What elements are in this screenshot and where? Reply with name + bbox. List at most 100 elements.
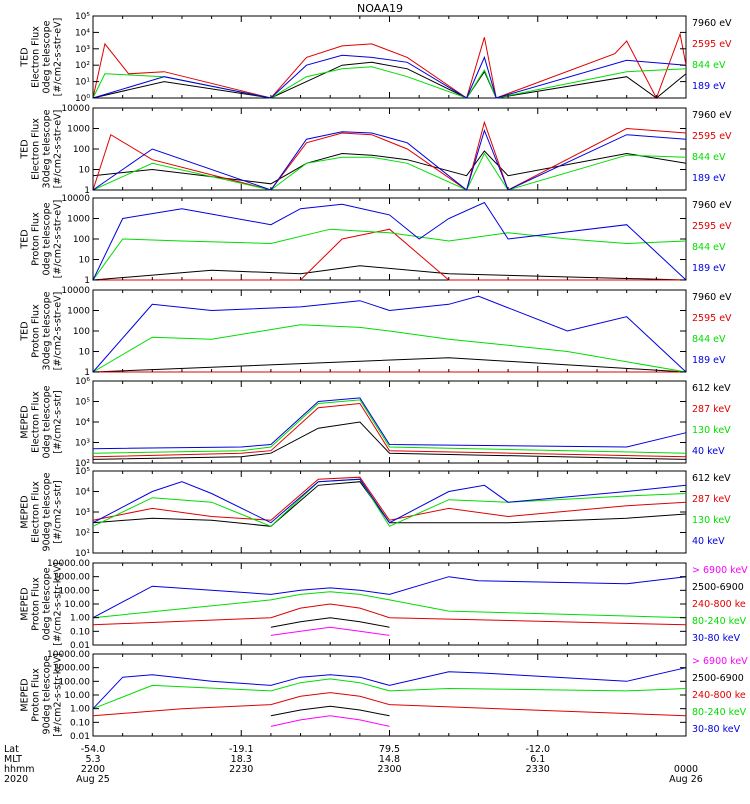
- y-axis-label-line: [#/cm2-s-str]: [53, 480, 64, 543]
- y-tick-label: 0.10: [70, 627, 90, 637]
- series-line-blue: [92, 576, 687, 619]
- y-tick-label: 10⁴: [75, 418, 90, 428]
- legend-entry: 2595 eV: [692, 221, 732, 232]
- panel-1: 10⁰ 10¹ 10² 10³ 10⁴ 10⁵ TEDElectron Flux0deg t…: [20, 12, 733, 104]
- y-tick-label: 1000.00: [53, 573, 90, 583]
- y-tick-label: 10.00: [64, 691, 90, 701]
- y-axis-label-line: TED: [20, 229, 31, 249]
- series-line-black: [92, 265, 687, 281]
- legend-entry: 2595 eV: [692, 39, 732, 50]
- series-line-black: [92, 421, 687, 460]
- y-axis-label: TEDElectron Flux0deg telescope[#/cm2-s-s…: [20, 18, 64, 97]
- y-tick-label: 10000: [61, 286, 90, 296]
- y-tick-label: 100.00: [59, 677, 91, 687]
- y-axis-label-line: [#/cm2-s-str-eV]: [53, 200, 64, 279]
- y-tick-label: 10⁴: [75, 28, 90, 38]
- series-line-black: [270, 617, 390, 628]
- y-axis-label-line: 30deg telescope: [42, 109, 53, 188]
- series-line-red: [93, 228, 686, 281]
- y-axis-label: MEPEDElectron Flux90deg telescope[#/cm2-…: [20, 472, 64, 551]
- x-tick-value: 2200: [81, 764, 105, 775]
- panel-6: 10¹ 10² 10³ 10⁴ 10⁵ MEPEDElectron Flux90deg t…: [20, 467, 732, 559]
- y-axis-label-line: Electron Flux: [31, 26, 42, 88]
- x-tick-value: 0000: [674, 764, 698, 775]
- y-tick-label: 10000: [61, 104, 90, 114]
- y-axis-label: MEPEDElectron Flux0deg telescope[#/cm2-s…: [20, 385, 64, 458]
- legend-entry: 612 keV: [692, 383, 731, 394]
- y-tick-label: 10⁵: [75, 12, 90, 22]
- y-axis-label-line: [#/cm2-s-str-keV]: [53, 562, 64, 646]
- x-tick-value: 2300: [377, 764, 401, 775]
- y-axis-label-line: [#/cm2-s-str-eV]: [53, 18, 64, 97]
- series-line-red: [92, 402, 687, 458]
- panel-frame: [92, 562, 687, 646]
- y-tick-label: 1000: [67, 125, 90, 135]
- x-tick-value: -19.1: [229, 744, 254, 755]
- y-axis-label-line: TED: [20, 321, 31, 341]
- legend-entry: 2595 eV: [692, 131, 732, 142]
- y-tick-label: 10: [79, 348, 91, 358]
- legend-entry: 287 keV: [692, 494, 731, 505]
- y-tick-label: 10⁶: [75, 377, 90, 387]
- legend-entry: 7960 eV: [692, 200, 732, 211]
- y-axis-label-line: 0deg telescope: [42, 567, 53, 640]
- y-tick-label: 10⁵: [75, 467, 90, 477]
- legend-entry: > 6900 keV: [692, 565, 748, 576]
- y-tick-label: 1.00: [70, 614, 90, 624]
- legend-entry: 189 eV: [692, 81, 726, 92]
- legend-entry: 844 eV: [692, 152, 726, 163]
- y-axis-label: MEPEDProton Flux90deg telescope[#/cm2-s-…: [20, 653, 64, 737]
- legend-entry: 189 eV: [692, 355, 726, 366]
- legend-entry: 7960 eV: [692, 292, 732, 303]
- series-line-green: [92, 591, 687, 619]
- panel-7: 0.010.101.0010.00100.001000.0010000.00ME…: [20, 559, 749, 651]
- series-line-magenta: [270, 715, 390, 727]
- series-line-blue: [92, 478, 687, 524]
- y-axis-label-line: MEPED: [20, 495, 31, 528]
- series-line-blue: [92, 295, 687, 373]
- series-line-black: [92, 150, 687, 185]
- y-axis-label-line: [#/cm2-s-str]: [53, 390, 64, 453]
- y-tick-label: 1.00: [70, 705, 90, 715]
- legend-entry: 40 keV: [692, 446, 725, 457]
- y-tick-label: 0.01: [70, 641, 90, 651]
- y-axis-label-line: [#/cm2-s-str-keV]: [53, 653, 64, 737]
- y-tick-label: 1: [84, 186, 90, 196]
- panel-frame: [92, 197, 687, 281]
- y-tick-label: 1000: [67, 215, 90, 225]
- legend-entry: 240-800 ke: [692, 599, 746, 610]
- legend-entry: 2595 eV: [692, 313, 732, 324]
- legend-entry: 612 keV: [692, 473, 731, 484]
- series-line-green: [92, 228, 687, 281]
- legend-entry: 7960 eV: [692, 110, 732, 121]
- y-tick-label: 10³: [75, 45, 90, 55]
- y-axis-label-line: Proton Flux: [31, 668, 42, 722]
- series-line-red: [92, 120, 687, 191]
- y-tick-label: 0.01: [70, 732, 90, 742]
- y-axis-label-line: Electron Flux: [31, 391, 42, 453]
- legend-entry: 2500-6900: [692, 582, 744, 593]
- y-axis-label-line: [#/cm2-s-str-eV]: [53, 110, 64, 189]
- series-line-green: [92, 399, 687, 454]
- series-line-red: [92, 476, 687, 521]
- y-axis-label: MEPEDProton Flux0deg telescope[#/cm2-s-s…: [20, 562, 64, 646]
- y-tick-label: 10.00: [64, 600, 90, 610]
- series-line-green: [92, 324, 687, 373]
- legend-entry: 130 keV: [692, 425, 731, 436]
- series-line-magenta: [270, 626, 390, 636]
- x-tick-value: Aug 26: [669, 774, 703, 785]
- y-axis-label-line: 30deg telescope: [42, 291, 53, 370]
- y-tick-label: 10: [79, 256, 91, 266]
- y-axis-label-line: MEPED: [20, 405, 31, 438]
- y-tick-label: 10¹: [75, 549, 90, 559]
- legend-entry: 240-800 ke: [692, 690, 746, 701]
- x-tick-value: Aug 25: [76, 774, 110, 785]
- y-tick-label: 100: [73, 145, 90, 155]
- y-tick-label: 10⁴: [75, 488, 90, 498]
- y-tick-label: 100: [73, 327, 90, 337]
